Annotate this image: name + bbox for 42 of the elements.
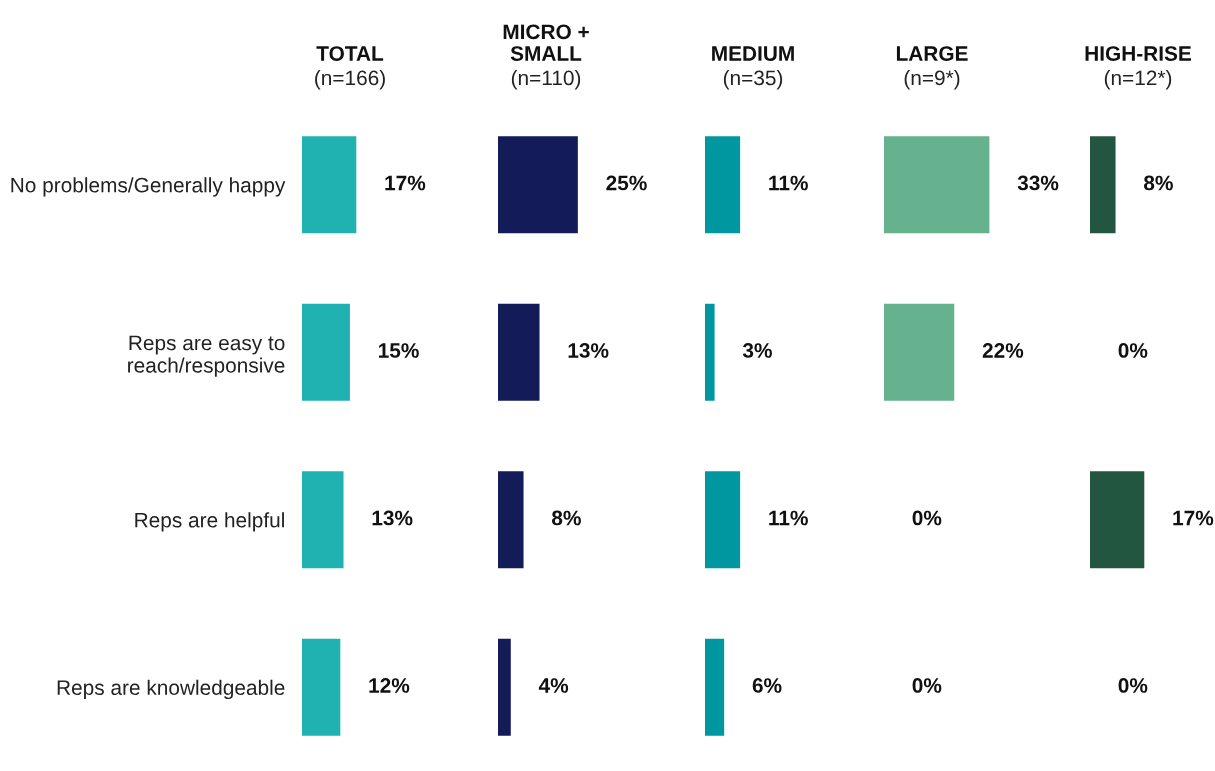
data-label: 13% xyxy=(372,510,413,526)
chart-subtitle: (n=166) xyxy=(315,70,385,90)
chart-title: LARGE xyxy=(896,46,968,61)
bar xyxy=(498,638,511,736)
bar xyxy=(302,638,341,736)
data-label: 12% xyxy=(369,678,410,693)
data-label: 15% xyxy=(379,343,419,358)
data-label: 8% xyxy=(1143,175,1173,191)
data-label: 17% xyxy=(385,175,426,191)
chart-subtitle: (n=110) xyxy=(511,70,581,90)
data-label: 11% xyxy=(769,175,808,191)
chart-title: TOTAL xyxy=(316,46,384,61)
y-tick-label: Reps are easy to reach/responsive xyxy=(128,335,285,377)
data-label: 0% xyxy=(1118,678,1148,693)
y-tick-label: Reps are knowledgeable xyxy=(57,679,285,700)
y-tick-label: No problems/Generally happy xyxy=(11,177,286,197)
data-label: 0% xyxy=(912,678,942,693)
bar xyxy=(498,471,524,569)
chart-title: HIGH-RISE xyxy=(1085,46,1192,61)
bar xyxy=(302,136,357,234)
bar xyxy=(498,136,578,234)
chart-subtitle: (n=35) xyxy=(723,70,783,90)
data-label: 6% xyxy=(752,678,782,693)
bar xyxy=(302,303,350,401)
data-label: 3% xyxy=(742,343,772,358)
data-label: 0% xyxy=(1118,343,1148,358)
data-label: 13% xyxy=(568,343,609,358)
data-label: 8% xyxy=(551,510,581,526)
data-label: 11% xyxy=(769,510,808,526)
bar xyxy=(302,471,344,569)
chart-title: MICRO + SMALL xyxy=(503,24,589,61)
bar xyxy=(498,303,540,401)
data-label: 25% xyxy=(606,175,647,191)
y-tick-label: Reps are helpful xyxy=(135,512,284,532)
data-label: 0% xyxy=(912,510,942,526)
data-label: 22% xyxy=(982,343,1024,358)
data-label: 4% xyxy=(538,678,569,693)
chart-title: MEDIUM xyxy=(712,46,794,61)
data-label: 33% xyxy=(1017,175,1059,191)
data-label: 17% xyxy=(1173,510,1214,526)
chart-subtitle: (n=9*) xyxy=(904,70,960,90)
chart-subtitle: (n=12*) xyxy=(1104,70,1172,90)
